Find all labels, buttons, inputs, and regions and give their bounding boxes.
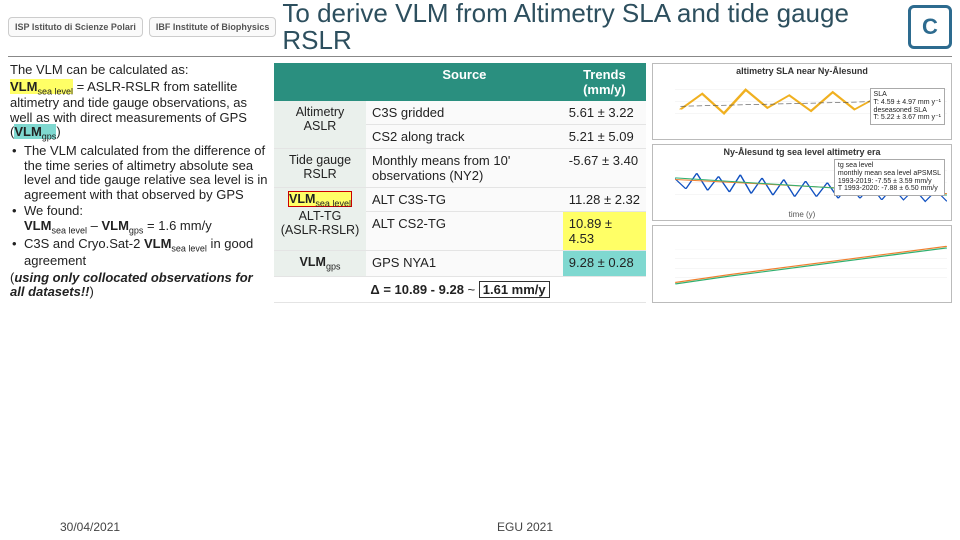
bullet-2: We found: VLMsea level – VLMgps = 1.6 mm…	[10, 204, 268, 235]
slide-title: To derive VLM from Altimetry SLA and tid…	[282, 0, 908, 54]
row-alt-label: Altimetry ASLR	[274, 101, 366, 149]
delta-mid: ~	[464, 282, 479, 297]
b2-dash: –	[87, 218, 101, 233]
vlm-sl-hl: VLMsea level	[10, 79, 73, 94]
vlmgps-sub: gps	[326, 262, 341, 272]
sub-gps: gps	[42, 132, 57, 142]
leg: deseasoned SLA	[874, 107, 941, 115]
table-row: Altimetry ASLR C3S gridded 5.61 ± 3.22	[274, 101, 646, 125]
delta-cell: Δ = 10.89 - 9.28 ~ 1.61 mm/y	[274, 276, 646, 302]
chart-title: Ny-Ålesund tg sea level altimetry era	[653, 147, 951, 157]
cell-tr: 5.61 ± 3.22	[563, 101, 646, 125]
equation: VLMsea level = ASLR-RSLR from satellite …	[10, 80, 268, 142]
cell-tr-hl2: 9.28 ± 0.28	[563, 251, 646, 277]
charts: altimetry SLA near Ny-Ålesund SLA T: 4.5…	[652, 63, 952, 303]
th-source: Source	[366, 63, 563, 101]
leg: T 1993-2020: -7.88 ± 6.50 mm/y	[838, 185, 941, 193]
leg: SLA	[874, 91, 941, 99]
results-table-wrap: Source Trends (mm/y) Altimetry ASLR C3S …	[274, 63, 646, 303]
vlm-gps: VLM	[14, 124, 41, 139]
delta-row: Δ = 10.89 - 9.28 ~ 1.61 mm/y	[274, 276, 646, 302]
row-vlmgps-label: VLMgps	[274, 251, 366, 277]
cell-src: C3S gridded	[366, 101, 563, 125]
leg: 1993-2019: -7.55 ± 3.59 mm/y	[838, 178, 941, 186]
chart2-legend: tg sea level monthly mean sea level aPSM…	[834, 159, 945, 196]
vlmsl-a: VLM	[289, 192, 315, 206]
leg: T: 5.22 ± 3.67 mm y⁻¹	[874, 114, 941, 122]
leg: T: 4.59 ± 4.97 mm y⁻¹	[874, 99, 941, 107]
note-b: using only collocated observations for a…	[10, 270, 253, 300]
note: (using only collocated observations for …	[10, 271, 268, 300]
cell-src: ALT C3S-TG	[366, 188, 563, 212]
b2-vlm-gps: VLM	[101, 218, 128, 233]
th-blank	[274, 63, 366, 101]
row-vlmsl-label: VLMsea level ALT-TG (ASLR-RSLR)	[274, 188, 366, 251]
b3b: VLM	[144, 236, 171, 251]
vlmsl-sub: sea level	[315, 199, 351, 209]
results-table: Source Trends (mm/y) Altimetry ASLR C3S …	[274, 63, 646, 303]
chart-xlabel: time (y)	[653, 210, 951, 219]
b2-vlm-sl: VLM	[24, 218, 51, 233]
note-c: )	[89, 284, 93, 299]
intro: The VLM can be calculated as:	[10, 63, 268, 78]
cell-tr: 5.21 ± 5.09	[563, 125, 646, 149]
th-trends: Trends (mm/y)	[563, 63, 646, 101]
vlmsl-b: ALT-TG (ASLR-RSLR)	[281, 209, 360, 237]
row-tg-label: Tide gauge RSLR	[274, 149, 366, 188]
vlm: VLM	[10, 79, 37, 94]
chart-tg: Ny-Ålesund tg sea level altimetry era ti…	[652, 144, 952, 221]
b2-val: = 1.6 mm/y	[143, 218, 211, 233]
cell-src: CS2 along track	[366, 125, 563, 149]
vlmsl-box: VLMsea level	[288, 191, 352, 207]
isp-logo: ISP Istituto di Scienze Polari	[8, 17, 143, 37]
cell-src: Monthly means from 10' observations (NY2…	[366, 149, 563, 188]
cell-tr: 11.28 ± 2.32	[563, 188, 646, 212]
bullet-1: The VLM calculated from the difference o…	[10, 144, 268, 202]
vlm-gps-hl: VLMgps	[14, 124, 56, 139]
leg: tg sea level	[838, 162, 941, 170]
footer-date: 30/04/2021	[60, 520, 120, 534]
chart-sla: altimetry SLA near Ny-Ålesund SLA T: 4.5…	[652, 63, 952, 140]
logos: ISP Istituto di Scienze Polari IBF Insti…	[8, 17, 276, 37]
cell-src: ALT CS2-TG	[366, 212, 563, 251]
b2-sub-sl: sea level	[51, 225, 87, 235]
delta-b: 1.61 mm/y	[483, 282, 546, 297]
table-row: VLMgps GPS NYA1 9.28 ± 0.28	[274, 251, 646, 277]
table-row: Tide gauge RSLR Monthly means from 10' o…	[274, 149, 646, 188]
main-content: The VLM can be calculated as: VLMsea lev…	[0, 57, 960, 303]
delta-a: Δ = 10.89 - 9.28	[370, 282, 464, 297]
ibf-logo: IBF Institute of Biophysics	[149, 17, 277, 37]
table-row: VLMsea level ALT-TG (ASLR-RSLR) ALT C3S-…	[274, 188, 646, 212]
delta-box: 1.61 mm/y	[479, 281, 550, 298]
leg: monthly mean sea level aPSMSL	[838, 170, 941, 178]
cell-tr: -5.67 ± 3.40	[563, 149, 646, 188]
chart1-legend: SLA T: 4.59 ± 4.97 mm y⁻¹ deseasoned SLA…	[870, 88, 945, 125]
footer-conf: EGU 2021	[497, 520, 553, 534]
b2-sub-gps: gps	[129, 225, 144, 235]
chart-svg	[675, 240, 947, 287]
eq-close: )	[56, 124, 60, 139]
bullet-3: C3S and Cryo.Sat-2 VLMsea level in good …	[10, 237, 268, 268]
slide-header: ISP Istituto di Scienze Polari IBF Insti…	[0, 0, 960, 56]
cell-src: GPS NYA1	[366, 251, 563, 277]
chart-title: altimetry SLA near Ny-Ålesund	[653, 66, 951, 76]
left-text: The VLM can be calculated as: VLMsea lev…	[10, 63, 268, 303]
b3b-sub: sea level	[171, 244, 207, 254]
b2-pre: We found:	[24, 203, 83, 218]
b3a: C3S and Cryo.Sat-2	[24, 236, 144, 251]
footer: 30/04/2021 EGU 2021	[0, 520, 960, 534]
vlmgps-a: VLM	[300, 255, 326, 269]
cell-tr-hl: 10.89 ± 4.53	[563, 212, 646, 251]
chart-vlm	[652, 225, 952, 302]
cnr-logo-glyph: C	[922, 14, 938, 40]
cnr-logo: C	[908, 5, 952, 49]
